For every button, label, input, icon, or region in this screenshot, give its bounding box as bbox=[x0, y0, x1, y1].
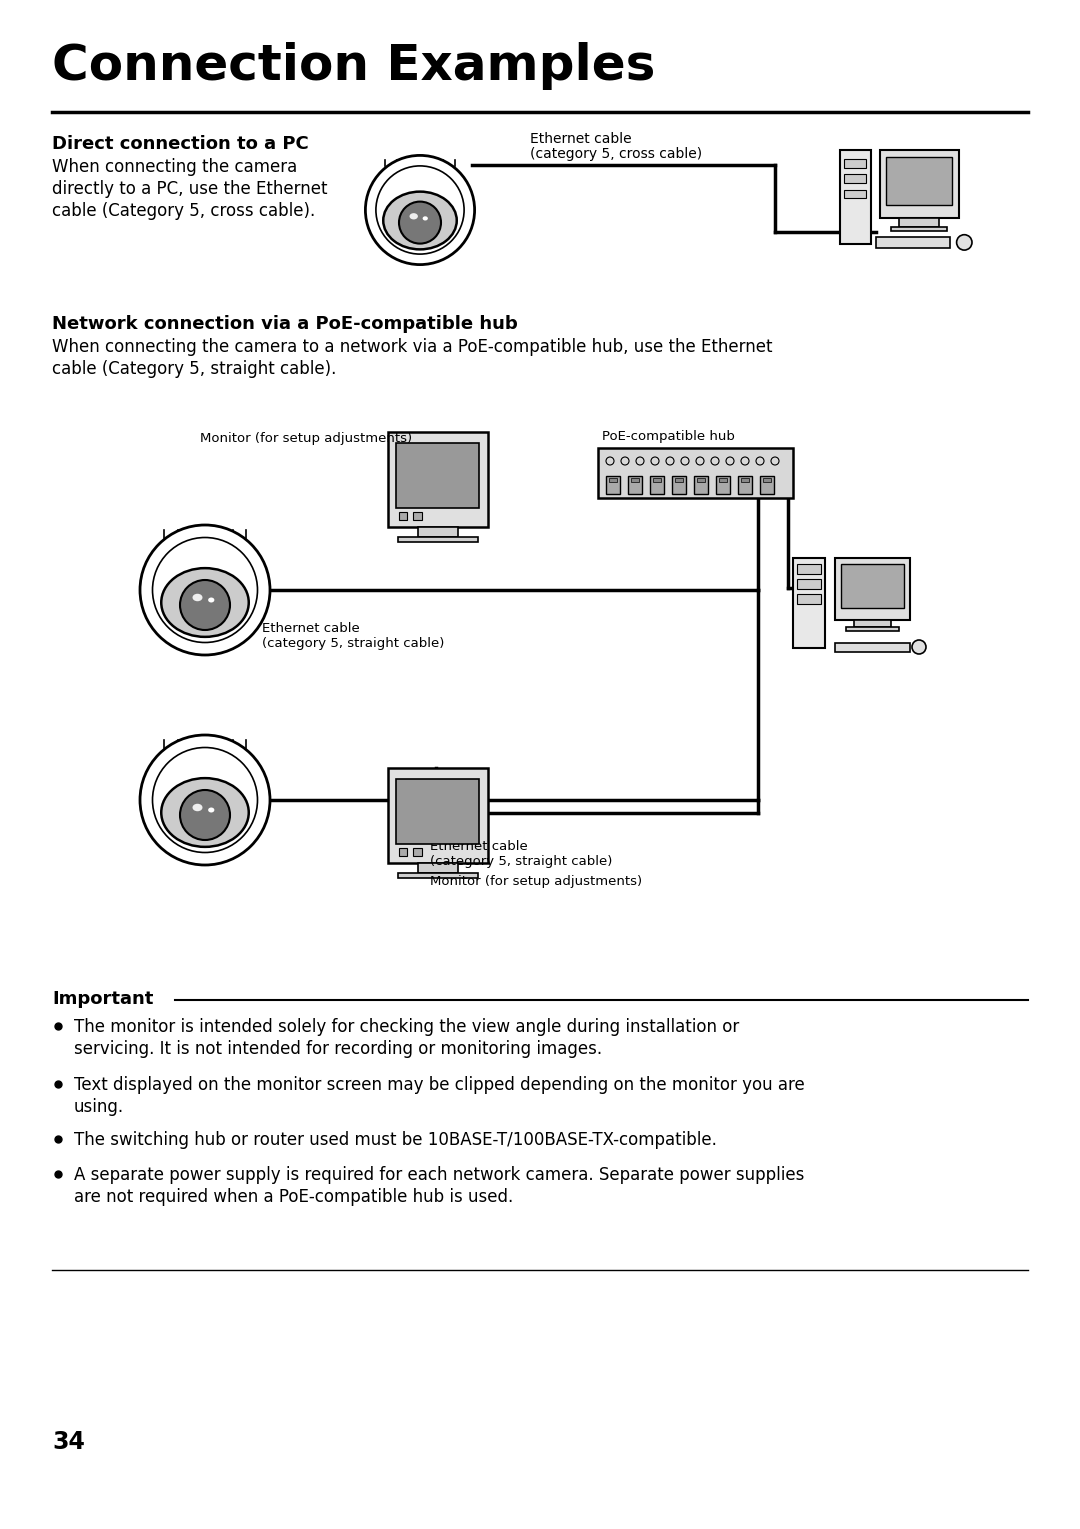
Text: 34: 34 bbox=[52, 1430, 85, 1454]
Bar bbox=[399, 512, 407, 520]
Bar bbox=[396, 778, 480, 844]
Bar bbox=[845, 159, 866, 168]
Bar bbox=[835, 558, 910, 619]
Bar bbox=[845, 174, 866, 183]
Ellipse shape bbox=[208, 598, 214, 602]
Text: Ethernet cable: Ethernet cable bbox=[530, 131, 632, 145]
Ellipse shape bbox=[192, 804, 203, 812]
Bar bbox=[797, 593, 821, 604]
Text: cable (Category 5, cross cable).: cable (Category 5, cross cable). bbox=[52, 202, 315, 220]
Bar bbox=[697, 479, 705, 482]
Bar bbox=[627, 476, 642, 494]
Text: servicing. It is not intended for recording or monitoring images.: servicing. It is not intended for record… bbox=[75, 1040, 603, 1058]
Text: directly to a PC, use the Ethernet: directly to a PC, use the Ethernet bbox=[52, 180, 327, 197]
Bar bbox=[797, 564, 821, 573]
Circle shape bbox=[140, 524, 270, 654]
Bar bbox=[797, 579, 821, 589]
Ellipse shape bbox=[161, 569, 248, 638]
Text: Monitor (for setup adjustments): Monitor (for setup adjustments) bbox=[200, 433, 413, 445]
Bar bbox=[835, 644, 910, 651]
Circle shape bbox=[957, 234, 972, 251]
Bar bbox=[694, 476, 708, 494]
Bar bbox=[598, 448, 793, 498]
Bar bbox=[418, 526, 458, 537]
Text: Ethernet cable: Ethernet cable bbox=[262, 622, 360, 635]
Bar bbox=[653, 479, 661, 482]
Bar bbox=[845, 190, 866, 199]
Text: Connection Examples: Connection Examples bbox=[52, 41, 656, 90]
Text: (category 5, straight cable): (category 5, straight cable) bbox=[262, 638, 444, 650]
Bar bbox=[762, 479, 771, 482]
Text: Ethernet cable: Ethernet cable bbox=[430, 839, 528, 853]
Bar bbox=[606, 476, 620, 494]
Text: Monitor (for setup adjustments): Monitor (for setup adjustments) bbox=[430, 875, 643, 888]
Text: When connecting the camera to a network via a PoE-compatible hub, use the Ethern: When connecting the camera to a network … bbox=[52, 338, 772, 356]
Text: are not required when a PoE-compatible hub is used.: are not required when a PoE-compatible h… bbox=[75, 1188, 513, 1206]
Bar bbox=[418, 862, 458, 873]
Bar bbox=[414, 512, 421, 520]
Bar bbox=[397, 537, 477, 543]
Bar bbox=[840, 150, 870, 243]
Bar bbox=[397, 873, 477, 878]
Circle shape bbox=[399, 202, 441, 243]
Bar bbox=[879, 150, 959, 219]
Ellipse shape bbox=[192, 593, 203, 601]
Text: PoE-compatible hub: PoE-compatible hub bbox=[602, 430, 734, 443]
Bar bbox=[876, 237, 950, 248]
Bar bbox=[399, 847, 407, 856]
Bar bbox=[650, 476, 664, 494]
Text: (category 5, cross cable): (category 5, cross cable) bbox=[530, 147, 702, 161]
Ellipse shape bbox=[161, 778, 248, 847]
Bar bbox=[672, 476, 686, 494]
Bar bbox=[719, 479, 727, 482]
Ellipse shape bbox=[208, 807, 214, 812]
Bar bbox=[388, 433, 488, 526]
Text: cable (Category 5, straight cable).: cable (Category 5, straight cable). bbox=[52, 359, 336, 378]
Circle shape bbox=[180, 579, 230, 630]
Text: using.: using. bbox=[75, 1098, 124, 1116]
Bar bbox=[900, 219, 939, 226]
Circle shape bbox=[365, 156, 474, 265]
Text: Network connection via a PoE-compatible hub: Network connection via a PoE-compatible … bbox=[52, 315, 517, 333]
Bar bbox=[741, 479, 750, 482]
Bar bbox=[760, 476, 774, 494]
Bar bbox=[854, 619, 891, 627]
Ellipse shape bbox=[422, 216, 428, 220]
Circle shape bbox=[912, 641, 926, 654]
Circle shape bbox=[180, 790, 230, 839]
Text: The switching hub or router used must be 10BASE-T/100BASE-TX-compatible.: The switching hub or router used must be… bbox=[75, 1131, 717, 1148]
Bar bbox=[793, 558, 825, 648]
Bar bbox=[716, 476, 730, 494]
Bar bbox=[631, 479, 639, 482]
Text: The monitor is intended solely for checking the view angle during installation o: The monitor is intended solely for check… bbox=[75, 1018, 739, 1037]
Circle shape bbox=[140, 735, 270, 865]
Text: A separate power supply is required for each network camera. Separate power supp: A separate power supply is required for … bbox=[75, 1167, 805, 1183]
Text: Text displayed on the monitor screen may be clipped depending on the monitor you: Text displayed on the monitor screen may… bbox=[75, 1076, 805, 1095]
Ellipse shape bbox=[409, 213, 418, 220]
Bar bbox=[609, 479, 617, 482]
Text: Important: Important bbox=[52, 989, 153, 1008]
Text: (category 5, straight cable): (category 5, straight cable) bbox=[430, 855, 612, 868]
Bar bbox=[841, 564, 904, 609]
Bar bbox=[738, 476, 752, 494]
Text: When connecting the camera: When connecting the camera bbox=[52, 157, 297, 176]
Bar bbox=[414, 847, 421, 856]
Text: Direct connection to a PC: Direct connection to a PC bbox=[52, 135, 309, 153]
Ellipse shape bbox=[383, 191, 457, 249]
Bar bbox=[887, 156, 953, 205]
Bar bbox=[388, 768, 488, 862]
Bar bbox=[847, 627, 899, 631]
Bar bbox=[396, 442, 480, 508]
Bar bbox=[891, 226, 947, 231]
Bar bbox=[675, 479, 683, 482]
